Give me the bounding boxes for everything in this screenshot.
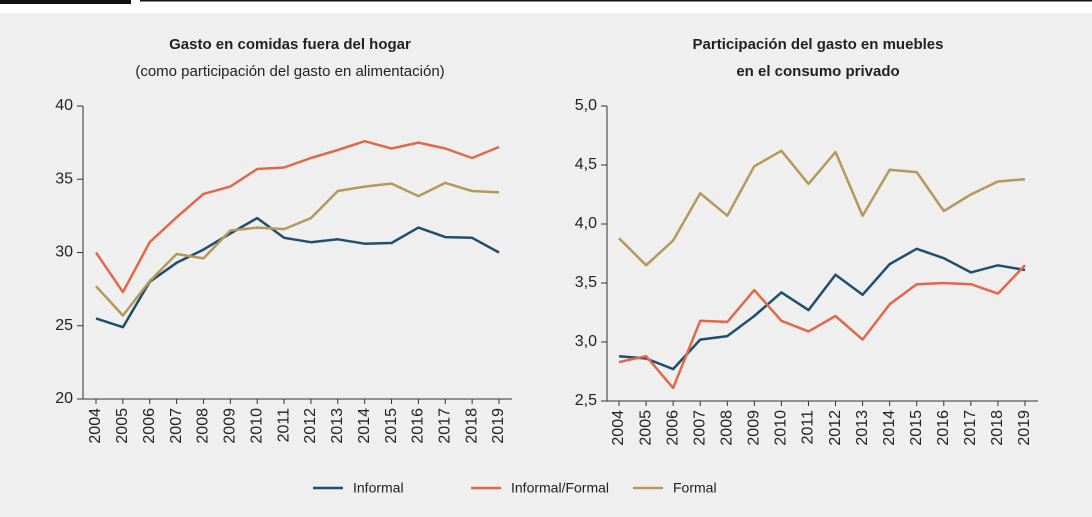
x-tick-label: 2007 (168, 408, 185, 444)
series-line: Formal (618, 149, 1026, 267)
x-tick-label: 2009 (746, 410, 763, 446)
y-tick-label: 35 (55, 170, 73, 187)
x-tick-label: 2012 (302, 408, 319, 444)
x-tick-label: 2018 (463, 408, 480, 444)
x-tick-label: 2019 (1016, 410, 1033, 446)
panel-bg (0, 13, 1092, 517)
y-tick-label: 5,0 (575, 97, 597, 114)
x-tick-label: 2009 (222, 408, 239, 444)
x-tick-label: 2015 (383, 408, 400, 444)
y-tick-label: 20 (55, 390, 73, 407)
x-tick-label: 2013 (329, 408, 346, 444)
x-tick-label: 2016 (935, 410, 952, 446)
x-tick-label: 2006 (664, 410, 681, 446)
x-tick-label: 2017 (436, 408, 453, 444)
x-tick-label: 2014 (356, 408, 373, 444)
chart-subtitle: (como participación del gasto en aliment… (135, 63, 444, 80)
y-tick-label: 25 (55, 317, 73, 334)
y-tick-label: 3,5 (575, 274, 597, 291)
y-tick-label: 30 (55, 244, 73, 261)
x-tick-label: 2016 (410, 408, 427, 444)
y-tick-label: 4,5 (575, 156, 597, 173)
y-tick-label: 2,5 (575, 392, 597, 409)
x-tick-label: 2008 (718, 410, 735, 446)
legend: Informal Informal/Formal Formal (313, 480, 717, 496)
y-tick-label: 3,0 (575, 333, 597, 350)
x-tick-label: 2012 (827, 410, 844, 446)
x-tick-label: 2010 (773, 410, 790, 446)
series-line: Informal/Formal (618, 264, 1026, 390)
x-tick-label: 2005 (637, 410, 654, 446)
x-tick-label: 2011 (800, 410, 817, 445)
x-tick-label: 2014 (881, 410, 898, 446)
x-tick-label: 2019 (490, 408, 507, 444)
series-line: Informal/Formal (94, 139, 500, 294)
top-rule (140, 0, 1092, 2)
legend-label: Informal (353, 480, 404, 496)
series-line: Formal (95, 181, 500, 317)
x-tick-label: 2017 (962, 410, 979, 446)
x-tick-label: 2013 (854, 410, 871, 446)
chart-title: en el consumo privado (736, 63, 899, 80)
y-tick-label: 40 (55, 97, 73, 114)
x-tick-label: 2010 (248, 408, 265, 444)
x-tick-label: 2018 (989, 410, 1006, 446)
x-tick-label: 2007 (691, 410, 708, 446)
chart-title: Participación del gasto en muebles (693, 36, 944, 53)
charts: Gasto en comidas fuera del hogar (como pa… (55, 36, 1038, 446)
series-line: Informal (95, 216, 500, 329)
x-tick-label: 2011 (275, 408, 292, 443)
top-bar (0, 0, 131, 4)
x-tick-label: 2015 (908, 410, 925, 446)
legend-label: Informal/Formal (511, 480, 609, 496)
y-tick-label: 4,0 (575, 215, 597, 232)
x-tick-label: 2004 (610, 410, 627, 446)
x-tick-label: 2004 (87, 408, 104, 444)
x-tick-label: 2008 (195, 408, 212, 444)
x-tick-label: 2005 (114, 408, 131, 444)
chart-title: Gasto en comidas fuera del hogar (169, 36, 411, 53)
legend-label: Formal (673, 480, 717, 496)
x-tick-label: 2006 (141, 408, 158, 444)
